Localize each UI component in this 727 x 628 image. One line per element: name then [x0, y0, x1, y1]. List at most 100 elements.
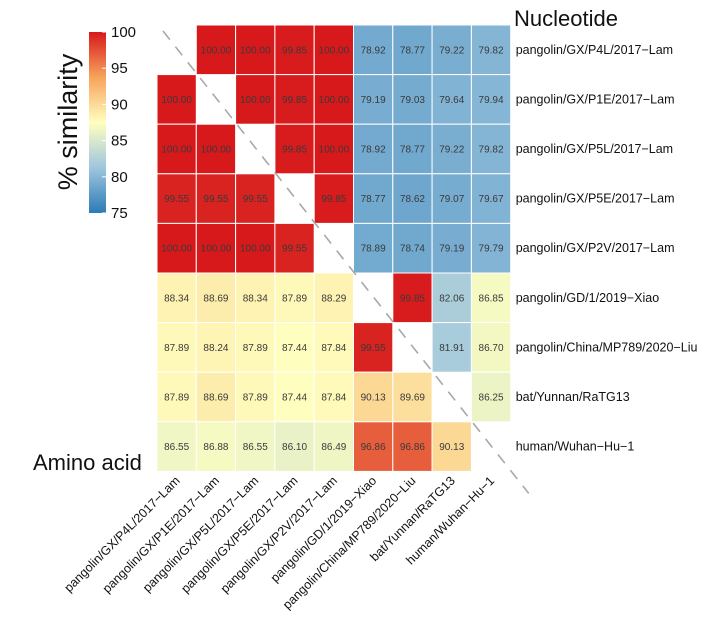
cell-value-label: 79.67: [479, 194, 504, 205]
cell-value-label: 88.29: [321, 293, 346, 304]
cell-value-label: 87.89: [164, 343, 189, 354]
heatmap-cell: [195, 371, 237, 423]
nucleotide-label: Nucleotide: [514, 6, 618, 31]
heatmap-cell: [353, 371, 394, 423]
cell-value-label: 87.44: [282, 343, 307, 354]
heatmap-cell: [156, 222, 197, 274]
cell-value-label: 90.13: [361, 393, 386, 404]
heatmap-cell: [313, 74, 355, 125]
heatmap-cell: [353, 24, 394, 76]
heatmap-cell: [392, 371, 433, 423]
heatmap-cell: [156, 421, 197, 472]
heatmap-cell: [274, 322, 315, 373]
heatmap-cell: [235, 322, 276, 373]
cell-value-label: 78.74: [400, 244, 425, 255]
legend-tick-label: 100: [111, 24, 136, 41]
legend-tick-labels: 100 95 90 85 80 75: [102, 24, 136, 222]
cell-value-label: 79.64: [439, 95, 464, 106]
heatmap-cell: [313, 24, 355, 76]
cell-value-label: 100.00: [319, 45, 350, 56]
row-label: pangolin/GX/P1E/2017−Lam: [516, 92, 675, 106]
legend-tick-label: 95: [111, 60, 128, 77]
cell-value-label: 87.44: [282, 393, 307, 404]
heatmap-cell: [156, 371, 197, 423]
heatmap-cell: [392, 74, 433, 125]
cell-value-label: 99.85: [282, 145, 307, 156]
cell-value-label: 86.25: [479, 393, 504, 404]
cell-value-label: 87.89: [164, 393, 189, 404]
column-labels: pangolin/GX/P4L/2017−Lampangolin/GX/P1E/…: [62, 474, 498, 612]
heatmap-cell: [156, 322, 197, 373]
heatmap-cell: [470, 322, 512, 373]
row-label: bat/Yunnan/RaTG13: [516, 390, 630, 404]
cell-value-label: 79.07: [439, 194, 464, 205]
cell-value-label: 78.77: [400, 145, 425, 156]
cell-value-label: 100.00: [201, 45, 232, 56]
cell-value-label: 100.00: [161, 95, 192, 106]
heatmap-cell: [431, 173, 472, 224]
heatmap-cell: [274, 222, 315, 274]
cell-value-label: 99.85: [400, 293, 425, 304]
legend-title: % similarity: [53, 53, 83, 190]
cell-value-label: 99.55: [361, 343, 386, 354]
cell-value-label: 78.77: [361, 194, 386, 205]
cell-value-label: 86.85: [479, 293, 504, 304]
cell-value-label: 100.00: [240, 45, 271, 56]
heatmap-cell: [470, 74, 512, 125]
heatmap-cell: [195, 272, 237, 324]
cell-value-label: 78.92: [361, 145, 386, 156]
cell-value-label: 99.55: [164, 194, 189, 205]
heatmap-cell: [195, 421, 237, 472]
heatmap-cell: [431, 123, 472, 175]
cell-value-label: 99.85: [282, 45, 307, 56]
cell-value-label: 86.55: [243, 442, 268, 453]
heatmap-cell: [156, 123, 197, 175]
heatmap-cell: [235, 272, 276, 324]
cell-value-label: 79.82: [479, 145, 504, 156]
heatmap-cell: [470, 222, 512, 274]
heatmap-cell: [195, 123, 237, 175]
heatmap-cell: [195, 24, 237, 76]
heatmap-cell: [392, 24, 433, 76]
cell-value-label: 78.77: [400, 45, 425, 56]
heatmap-cell: [431, 24, 472, 76]
heatmap-cell: [431, 272, 472, 324]
cell-value-label: 100.00: [240, 244, 271, 255]
cell-value-label: 79.03: [400, 95, 425, 106]
heatmap-cell: [353, 421, 394, 472]
cell-value-label: 79.82: [479, 45, 504, 56]
heatmap-cell: [274, 421, 315, 472]
cell-value-label: 99.55: [282, 244, 307, 255]
cell-value-label: 96.86: [400, 442, 425, 453]
cell-value-label: 79.22: [439, 45, 464, 56]
cell-value-label: 90.13: [439, 442, 464, 453]
cell-value-label: 86.70: [479, 343, 504, 354]
heatmap-cell: [313, 421, 355, 472]
heatmap-cell: [235, 74, 276, 125]
cell-value-label: 96.86: [361, 442, 386, 453]
cell-value-label: 87.89: [282, 293, 307, 304]
cell-value-label: 100.00: [240, 95, 271, 106]
heatmap-cell: [195, 173, 237, 224]
heatmap-cell: [353, 123, 394, 175]
cell-value-label: 79.19: [361, 95, 386, 106]
legend-tick-label: 75: [111, 205, 128, 222]
heatmap-cell: [274, 74, 315, 125]
row-label: human/Wuhan−Hu−1: [516, 440, 635, 454]
cell-value-label: 82.06: [439, 293, 464, 304]
cell-value-label: 86.88: [203, 442, 228, 453]
heatmap-cell: [392, 421, 433, 472]
cell-value-label: 86.49: [321, 442, 346, 453]
heatmap-cell: [235, 421, 276, 472]
cell-value-label: 87.89: [243, 393, 268, 404]
heatmap-cell: [392, 173, 433, 224]
legend-tick-label: 90: [111, 96, 128, 113]
cell-value-label: 88.69: [203, 393, 228, 404]
heatmap-cell: [470, 123, 512, 175]
cell-value-label: 100.00: [161, 244, 192, 255]
heatmap-cell: [470, 272, 512, 324]
cell-value-label: 87.89: [243, 343, 268, 354]
cell-value-label: 78.62: [400, 194, 425, 205]
row-label: pangolin/GX/P2V/2017−Lam: [516, 241, 675, 255]
heatmap-cell: [353, 222, 394, 274]
